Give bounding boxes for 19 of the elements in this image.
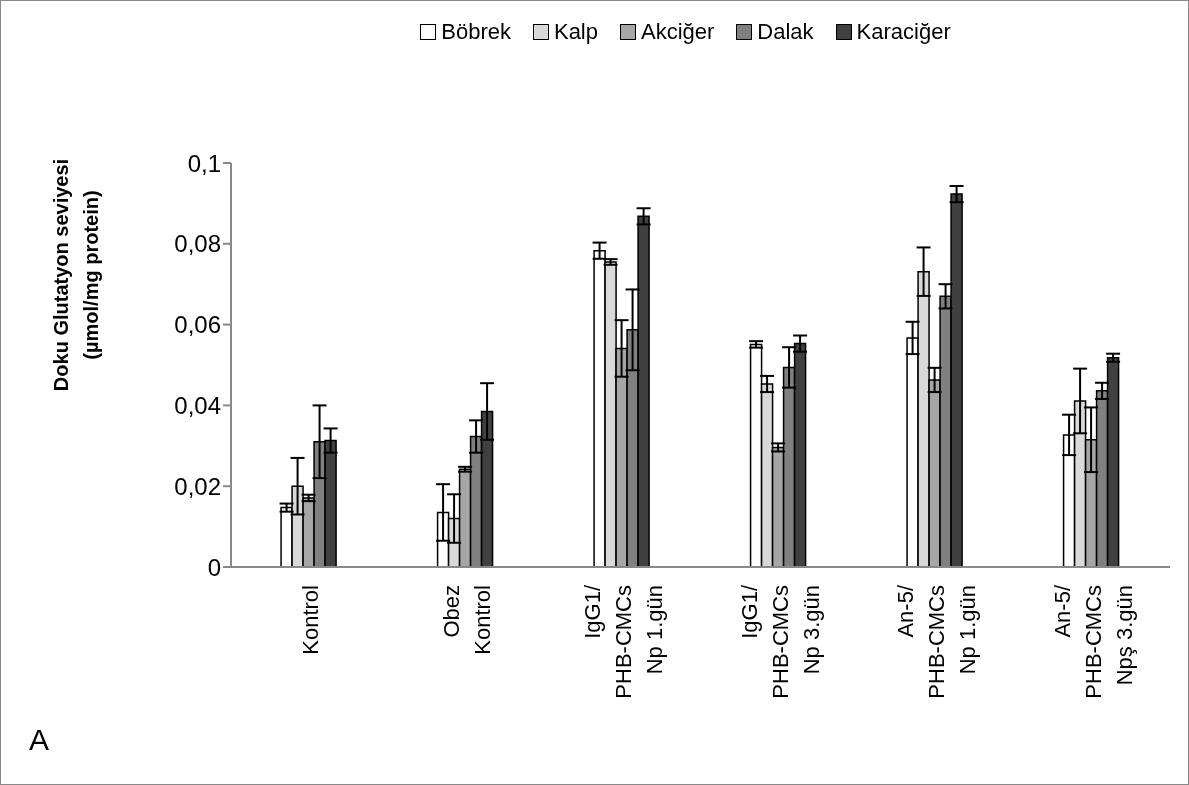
y-tick-label: 0,06: [174, 311, 221, 339]
x-tick-label: An-5/ PHB-CMCs Np 1.gün: [893, 584, 981, 699]
legend-label: Akciğer: [640, 19, 715, 45]
y-tick-label: 0,02: [174, 472, 221, 500]
x-tick-label: IgG1/ PHB-CMCs Np 3.gün: [736, 584, 824, 699]
x-tick-label: Kontrol: [298, 585, 324, 655]
legend-label: Böbrek: [440, 19, 511, 45]
x-tick-label: Obez Kontrol: [439, 585, 496, 655]
y-axis-title: Doku Glutatyon seviyesi (µmol/mg protein): [50, 158, 102, 392]
x-tick-label: An-5/ PHB-CMCs Npş 3.gün: [1049, 584, 1137, 699]
legend-label: Kalp: [552, 19, 598, 45]
y-tick-label: 0: [207, 553, 221, 581]
legend-label: Dalak: [756, 19, 814, 45]
legend-label: Karaciğer: [855, 19, 951, 45]
text: A: [29, 723, 50, 757]
y-tick-label: 0,04: [174, 391, 221, 419]
x-tick-label: IgG1/ PHB-CMCs Np 1.gün: [580, 584, 668, 699]
y-tick-label: 0,08: [174, 230, 221, 258]
y-tick-label: 0,1: [187, 149, 221, 177]
